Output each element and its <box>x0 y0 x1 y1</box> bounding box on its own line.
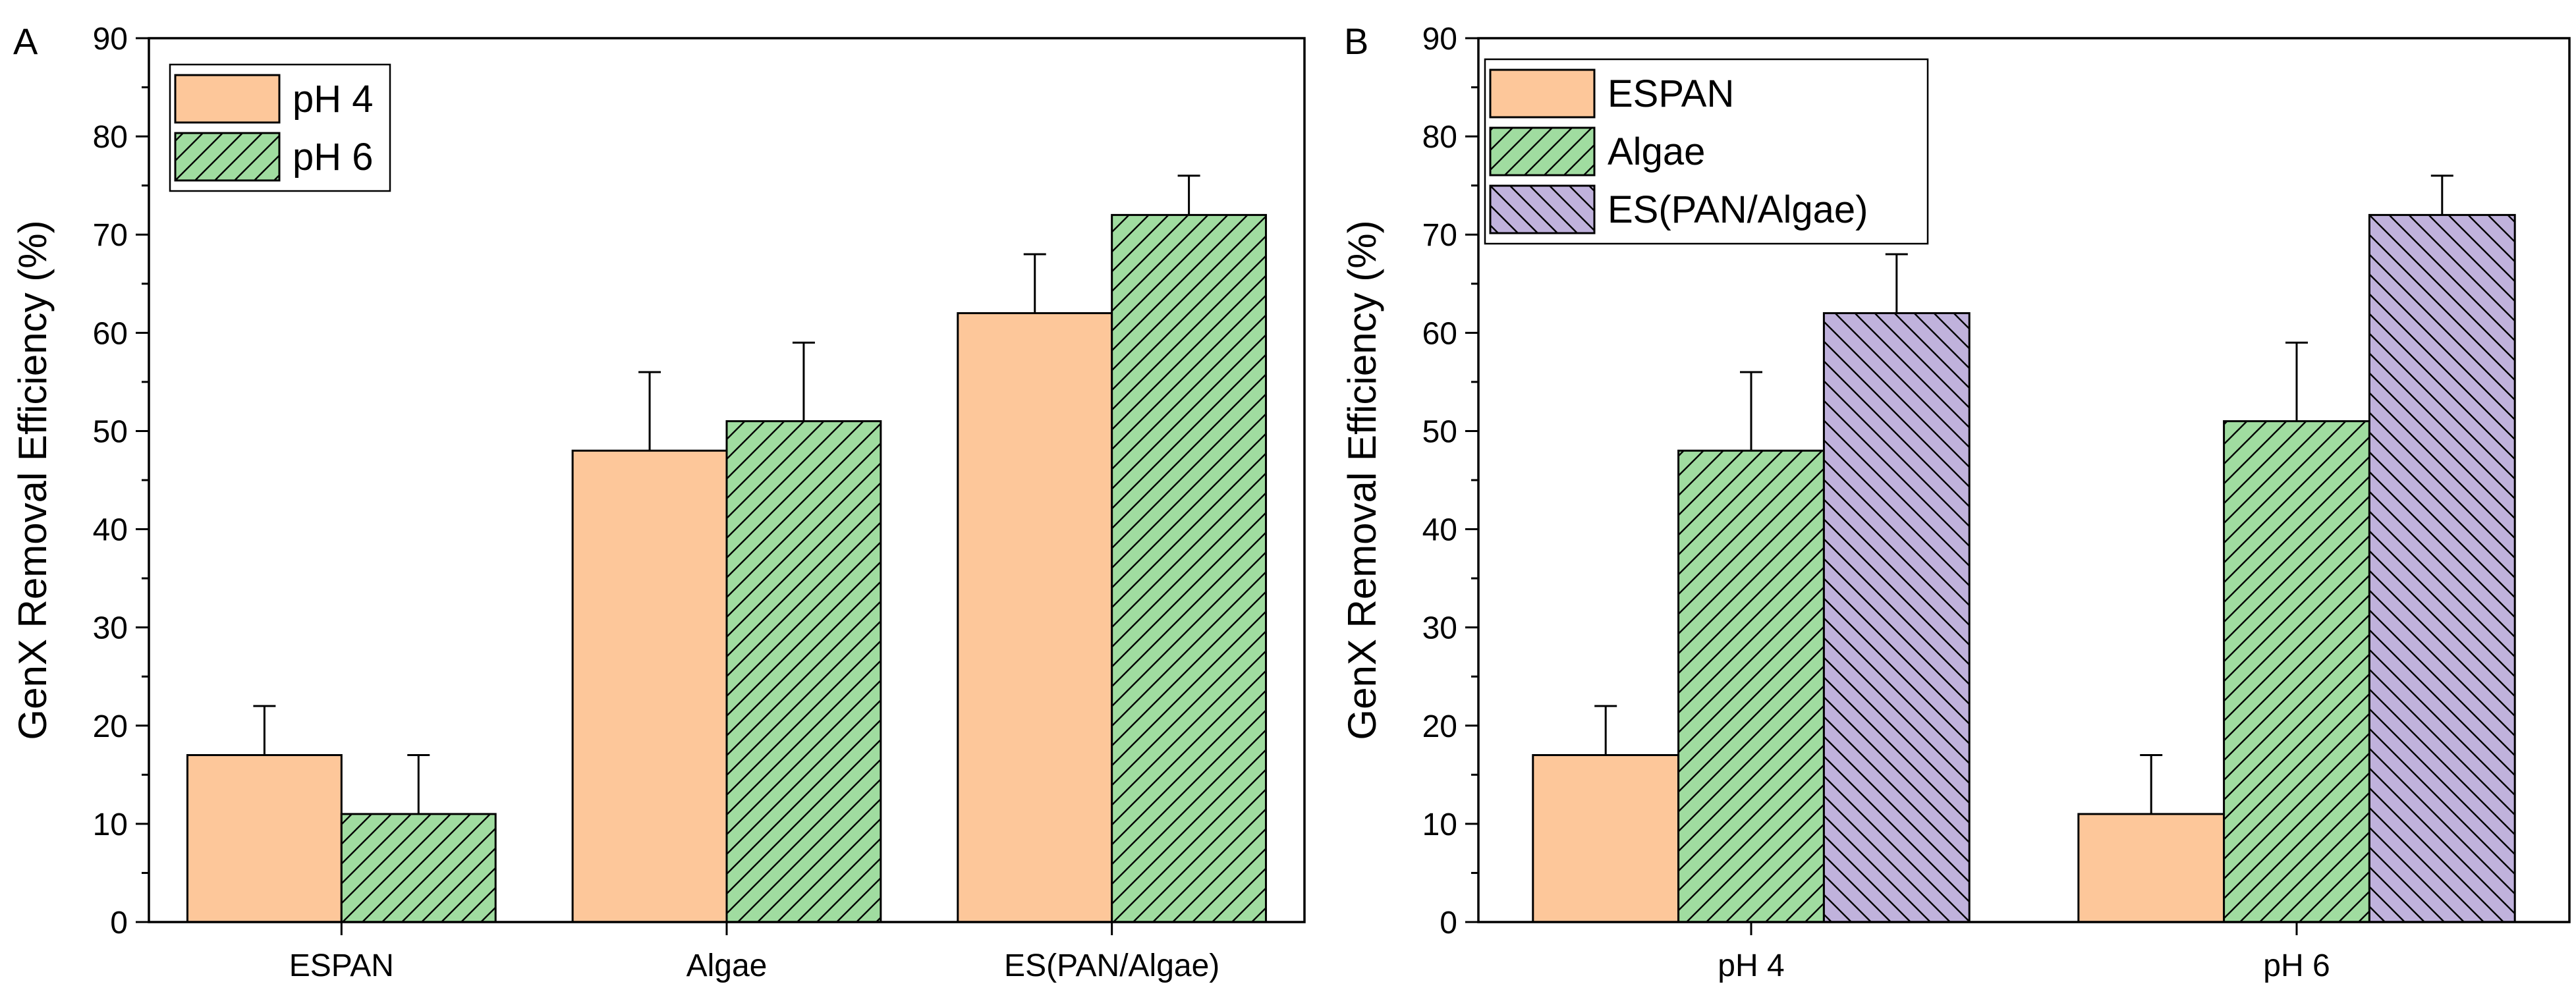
y-tick-label: 20 <box>93 709 128 744</box>
panel-a: A 0 10 20 30 40 50 60 70 80 90 GenX Removal Efficie… <box>11 20 1306 983</box>
bar-espan-ph-4 <box>1532 754 1680 923</box>
bar-ph-4-espan <box>186 754 343 923</box>
y-tick-label: 70 <box>93 218 128 253</box>
bar-ph-4-es-pan-algae <box>957 312 1113 923</box>
legend-label-espan: ESPAN <box>1608 72 1734 115</box>
bar-hatch-ph-6-espan <box>341 813 496 922</box>
panel-label: B <box>1344 20 1368 62</box>
x-tick-label-espan: ESPAN <box>289 948 394 983</box>
bar-hatch-algae-ph-6 <box>2224 421 2370 922</box>
legend-label-es-pan-algae: ES(PAN/Algae) <box>1608 188 1868 231</box>
y-tick-label: 30 <box>1422 611 1457 646</box>
bar-ph-4-algae <box>571 449 728 923</box>
y-tick-label: 0 <box>110 906 128 940</box>
plot-frame <box>1477 37 2571 923</box>
y-tick-label: 90 <box>93 22 128 57</box>
legend-swatch-hatch-ph-6 <box>175 133 279 180</box>
x-tick-label-ph-6: pH 6 <box>2263 948 2330 983</box>
y-tick-label: 50 <box>93 414 128 449</box>
legend-label-ph-4: pH 4 <box>293 78 374 121</box>
plot-frame <box>148 37 1306 923</box>
legend-label-algae: Algae <box>1608 130 1705 173</box>
panel-label: A <box>13 20 38 62</box>
y-tick-label: 10 <box>93 807 128 842</box>
y-tick-label: 90 <box>1422 22 1457 57</box>
y-tick-label: 20 <box>1422 709 1457 744</box>
legend-swatch-hatch-es-pan-algae <box>1490 186 1594 233</box>
y-tick-label: 30 <box>93 611 128 646</box>
y-tick-label: 60 <box>93 316 128 351</box>
bar-hatch-ph-6-es-pan-algae <box>1111 215 1266 922</box>
y-tick-label: 60 <box>1422 316 1457 351</box>
y-tick-label: 40 <box>93 513 128 548</box>
bar-hatch-es-pan-algae-ph-6 <box>2369 215 2515 922</box>
legend-swatch-espan <box>1489 68 1596 119</box>
x-tick-label-es-pan-algae: ES(PAN/Algae) <box>1004 948 1219 983</box>
y-tick-label: 10 <box>1422 807 1457 842</box>
x-tick-label-ph-4: pH 4 <box>1718 948 1784 983</box>
y-tick-label: 40 <box>1422 513 1457 548</box>
y-tick-label: 50 <box>1422 414 1457 449</box>
y-axis-title: GenX Removal Efficiency (%) <box>1340 220 1384 740</box>
bar-hatch-algae-ph-4 <box>1678 450 1824 922</box>
legend-swatch-ph-4 <box>174 74 281 124</box>
bar-hatch-ph-6-algae <box>727 421 881 922</box>
bar-hatch-es-pan-algae-ph-4 <box>1824 313 1970 922</box>
legend-label-ph-6: pH 6 <box>293 136 374 178</box>
panel-b: B 0 10 20 30 40 50 60 70 80 90 GenX Removal Efficie… <box>1340 20 2571 983</box>
y-tick-label: 80 <box>93 120 128 155</box>
y-axis-title: GenX Removal Efficiency (%) <box>11 220 55 740</box>
y-tick-label: 70 <box>1422 218 1457 253</box>
legend-swatch-hatch-algae <box>1490 128 1594 175</box>
bar-espan-ph-6 <box>2077 813 2226 923</box>
y-tick-label: 0 <box>1440 906 1457 940</box>
y-tick-label: 80 <box>1422 120 1457 155</box>
x-tick-label-algae: Algae <box>686 948 768 983</box>
